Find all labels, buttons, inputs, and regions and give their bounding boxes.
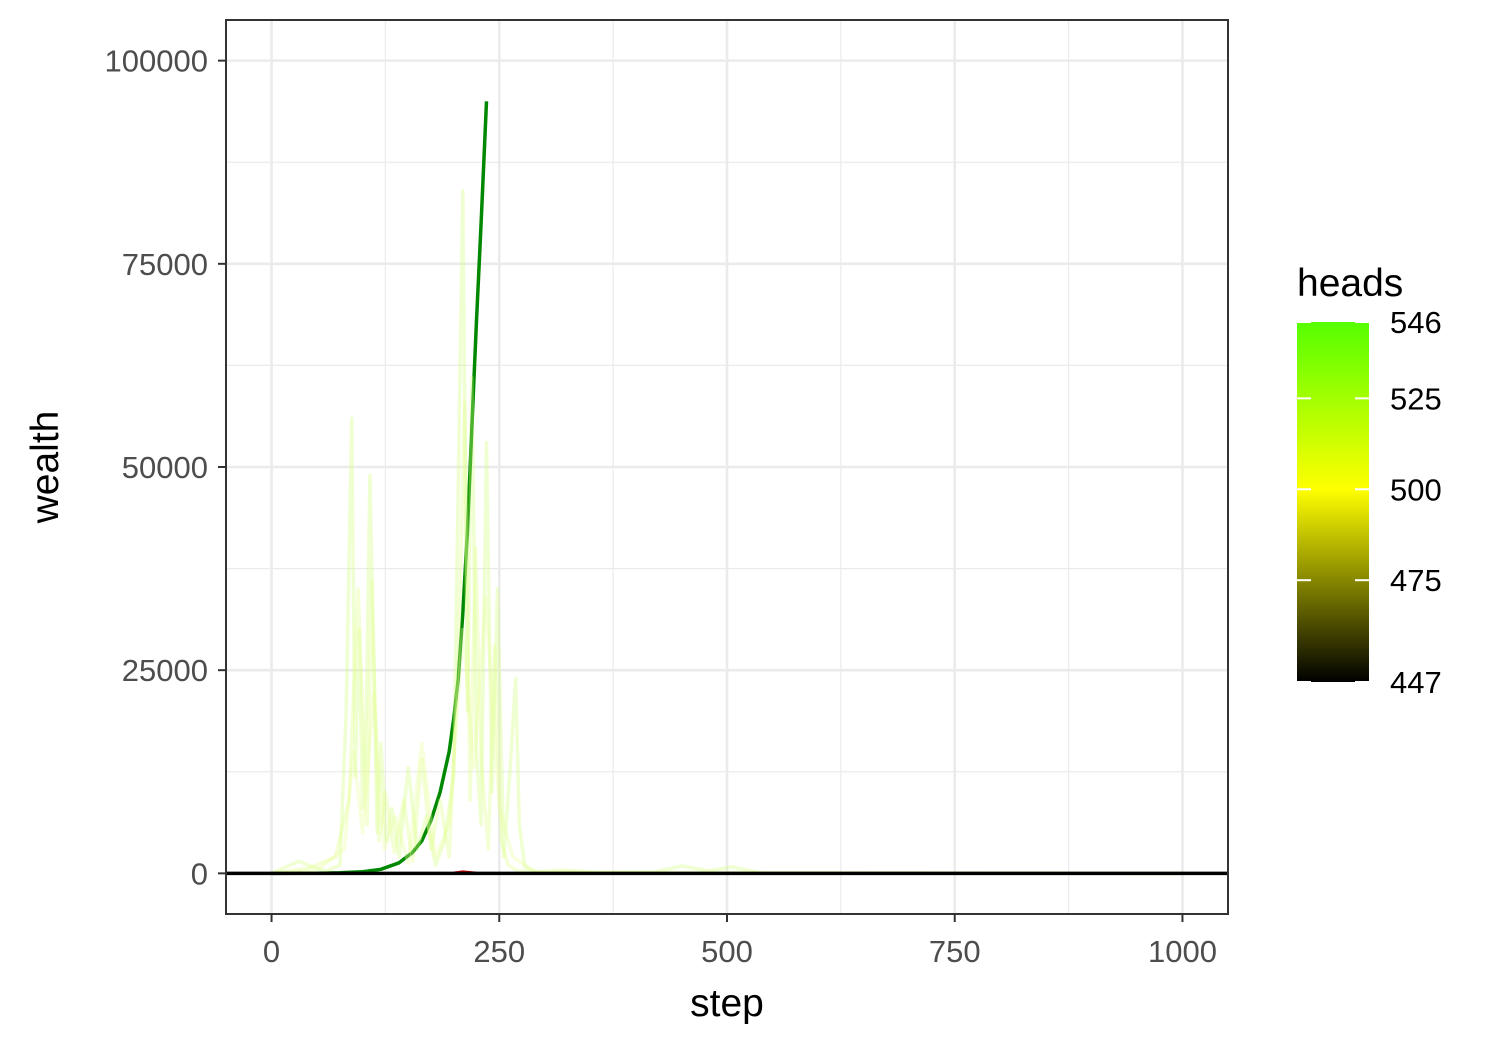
y-axis-title: wealth bbox=[24, 411, 67, 525]
series-line-heads-515 bbox=[271, 595, 1183, 876]
y-tick-label: 50000 bbox=[122, 450, 208, 485]
series-line-heads-520 bbox=[271, 400, 1183, 876]
x-tick-label: 0 bbox=[263, 934, 280, 969]
colorbar-label: 475 bbox=[1390, 563, 1442, 598]
colorbar-ticks: 447 475 500 525 546 bbox=[1297, 305, 1442, 700]
y-tick-label: 100000 bbox=[105, 44, 208, 79]
y-tick-label: 75000 bbox=[122, 247, 208, 282]
legend-title: heads bbox=[1297, 262, 1403, 305]
x-tick-label: 500 bbox=[701, 934, 753, 969]
data-series bbox=[226, 101, 1228, 876]
axis-ticks: 0 250 500 750 1000 0 25000 50000 75000 100000 bbox=[105, 44, 1217, 969]
x-tick-label: 750 bbox=[929, 934, 981, 969]
y-tick-label: 25000 bbox=[122, 653, 208, 688]
colorbar-label: 525 bbox=[1390, 381, 1442, 416]
colorbar-label: 546 bbox=[1390, 305, 1442, 340]
colorbar bbox=[1297, 322, 1369, 682]
series-line-heads-525 bbox=[270, 188, 1183, 876]
x-tick-label: 1000 bbox=[1148, 934, 1217, 969]
x-axis-title: step bbox=[690, 982, 764, 1025]
legend: heads 447 475 500 525 546 bbox=[1297, 262, 1442, 700]
colorbar-label: 500 bbox=[1390, 472, 1442, 507]
x-tick-label: 250 bbox=[473, 934, 525, 969]
y-tick-label: 0 bbox=[191, 856, 208, 891]
colorbar-label: 447 bbox=[1390, 665, 1442, 700]
